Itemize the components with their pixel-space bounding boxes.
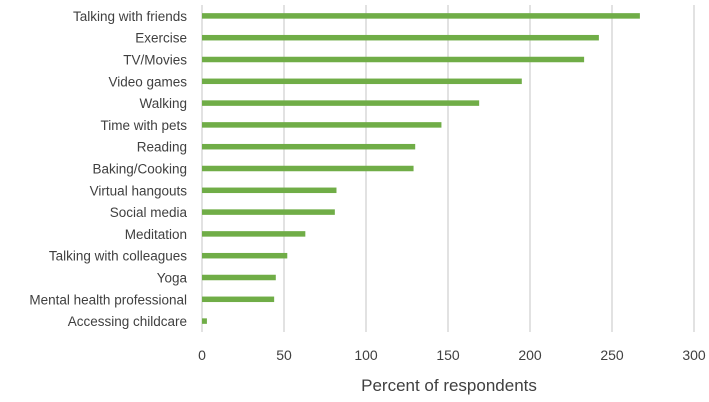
category-label: Social media <box>110 205 188 220</box>
category-label: TV/Movies <box>123 53 187 68</box>
category-label: Mental health professional <box>29 292 187 307</box>
bar <box>202 165 414 172</box>
bar <box>202 187 337 194</box>
bar <box>202 78 522 85</box>
x-tick-labels: 0 50 100 150 200 250 300 <box>198 347 706 363</box>
x-tick-label: 200 <box>518 347 542 363</box>
category-label: Virtual hangouts <box>90 183 188 198</box>
bars <box>202 13 640 324</box>
bar <box>202 122 442 128</box>
bar <box>202 209 335 215</box>
bar <box>202 231 306 237</box>
x-tick-label: 100 <box>354 347 378 363</box>
category-label: Time with pets <box>100 118 187 133</box>
x-axis-label: Percent of respondents <box>361 376 537 395</box>
bar <box>202 100 480 106</box>
x-tick-label: 300 <box>682 347 706 363</box>
category-label: Accessing childcare <box>68 314 187 329</box>
category-label: Video games <box>108 74 187 89</box>
bar <box>202 56 585 63</box>
category-label: Reading <box>137 140 187 155</box>
bar <box>202 296 275 303</box>
bar <box>202 252 288 259</box>
category-label: Yoga <box>157 271 188 286</box>
x-tick-label: 250 <box>600 347 624 363</box>
x-tick-label: 50 <box>276 347 292 363</box>
bar <box>202 274 276 281</box>
category-label: Exercise <box>135 31 187 46</box>
x-tick-label: 0 <box>198 347 206 363</box>
bar <box>202 318 207 324</box>
category-label: Walking <box>139 96 187 111</box>
category-labels: Talking with friends Exercise TV/Movies Vid… <box>29 9 187 329</box>
x-tick-label: 150 <box>436 347 460 363</box>
bar <box>202 13 640 19</box>
category-label: Baking/Cooking <box>92 162 187 177</box>
category-label: Talking with colleagues <box>49 249 187 264</box>
bar <box>202 34 599 41</box>
category-label: Meditation <box>125 227 187 242</box>
category-label: Talking with friends <box>73 9 187 24</box>
bar <box>202 143 416 150</box>
